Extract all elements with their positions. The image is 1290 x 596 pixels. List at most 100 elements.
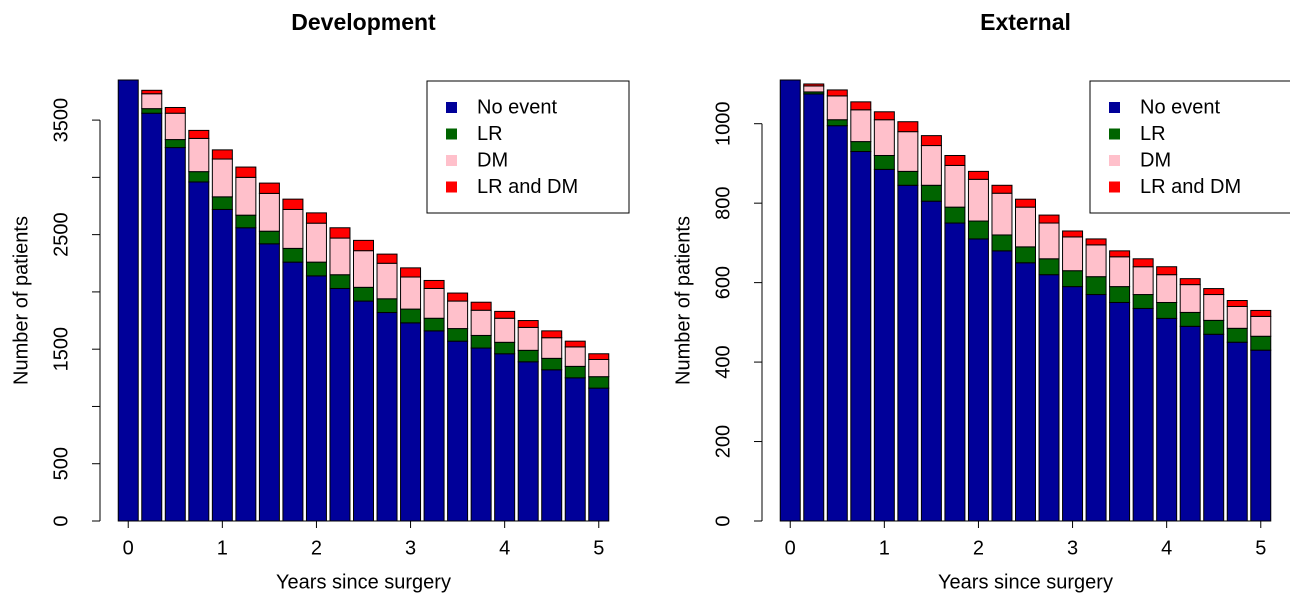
bar-segment: [1156, 301, 1178, 319]
bar-segment: [944, 164, 966, 208]
bar-segment: [305, 261, 327, 277]
bar-segment: [1109, 301, 1131, 522]
bar-segment: [141, 93, 163, 110]
bar-segment: [826, 119, 848, 127]
bar-segment: [944, 154, 966, 166]
bar-segment: [329, 287, 351, 522]
legend-label: LR and DM: [477, 176, 578, 198]
bar-segment: [897, 121, 919, 133]
y-tick-label: 1500: [50, 327, 72, 372]
bar-segment: [541, 337, 563, 359]
bar-segment: [1062, 270, 1084, 288]
bar-segment: [588, 376, 610, 389]
bar-segment: [803, 85, 825, 93]
bar-segment: [1085, 276, 1107, 296]
x-tick-label: 2: [973, 537, 984, 559]
y-tick-label: 0: [50, 515, 72, 526]
bar-segment: [1062, 230, 1084, 238]
bar-segment: [305, 212, 327, 224]
bar-segment: [282, 247, 304, 263]
bar-segment: [353, 300, 374, 522]
bar-segment: [376, 262, 398, 300]
bar-segment: [376, 298, 398, 314]
bar-segment: [423, 287, 445, 319]
bar-segment: [400, 322, 422, 522]
legend-label: LR: [477, 123, 503, 145]
x-tick-label: 4: [499, 537, 510, 559]
bar-segment: [1226, 300, 1248, 307]
bar-segment: [1015, 198, 1036, 208]
bar-segment: [920, 184, 942, 202]
bar-segment: [470, 309, 492, 336]
y-tick-label: 2500: [50, 212, 72, 256]
bar-segment: [141, 89, 163, 95]
bar-segment: [400, 276, 422, 310]
bar-segment: [1250, 349, 1272, 522]
x-tick-label: 3: [405, 537, 416, 559]
bar-segment: [897, 184, 919, 522]
bar-segment: [967, 220, 989, 240]
legend-label: LR: [1140, 123, 1166, 145]
bar-segment: [1156, 317, 1178, 522]
bar-segment: [897, 170, 919, 186]
bar-segment: [447, 300, 469, 330]
legend-swatch: [1109, 155, 1120, 166]
legend-swatch: [1109, 181, 1120, 193]
legend-swatch: [1109, 102, 1120, 113]
bar-segment: [258, 182, 280, 194]
legend-swatch: [1109, 128, 1120, 140]
bar-segment: [588, 358, 610, 378]
y-tick-label: 500: [50, 447, 72, 480]
bar-segment: [541, 330, 563, 339]
bar-segment: [470, 347, 492, 522]
bar-segment: [1109, 250, 1131, 258]
legend-label: No event: [1140, 96, 1220, 118]
bar-segment: [376, 312, 398, 522]
bar-segment: [188, 129, 210, 139]
bar-segment: [1109, 256, 1131, 288]
y-tick-label: 0: [712, 515, 734, 526]
bar-segment: [991, 234, 1013, 252]
bar-segment: [1085, 238, 1107, 246]
bar-segment: [1250, 335, 1272, 351]
y-tick-label: 1000: [712, 101, 734, 145]
x-tick-label: 0: [123, 537, 134, 559]
y-tick-label: 200: [712, 425, 734, 458]
bar-segment: [235, 214, 257, 229]
bar-segment: [1132, 266, 1154, 296]
bar-segment: [117, 79, 139, 522]
legend-label: No event: [477, 96, 557, 118]
bar-segment: [305, 275, 327, 522]
bar-segment: [1038, 258, 1060, 276]
x-tick-label: 4: [1161, 537, 1172, 559]
chart-title: External: [980, 9, 1071, 35]
bar-segment: [873, 119, 895, 156]
bar-segment: [305, 222, 327, 263]
legend-swatch: [446, 102, 457, 113]
bar-segment: [1038, 274, 1060, 522]
bar-segment: [826, 125, 848, 522]
bar-segment: [564, 346, 586, 367]
bar-segment: [517, 361, 539, 522]
bar-segment: [1062, 236, 1084, 272]
bar-segment: [1038, 222, 1060, 260]
bar-segment: [588, 353, 610, 360]
bar-segment: [1226, 341, 1248, 522]
x-tick-label: 1: [879, 537, 890, 559]
legend-label: LR and DM: [1140, 176, 1241, 198]
legend-swatch: [446, 128, 457, 140]
bar-segment: [1132, 294, 1154, 309]
bar-segment: [873, 111, 895, 121]
bar-segment: [1179, 284, 1201, 313]
bar-segment: [541, 369, 563, 522]
bar-segment: [1250, 315, 1272, 337]
bar-segment: [850, 151, 872, 522]
bar-segment: [494, 317, 516, 343]
bar-segment: [850, 141, 872, 153]
bar-segment: [494, 353, 516, 522]
bar-segment: [826, 95, 848, 121]
bar-segment: [1015, 262, 1036, 522]
legend-box: [1089, 80, 1290, 214]
bar-segment: [873, 154, 895, 170]
bar-segment: [897, 131, 919, 172]
